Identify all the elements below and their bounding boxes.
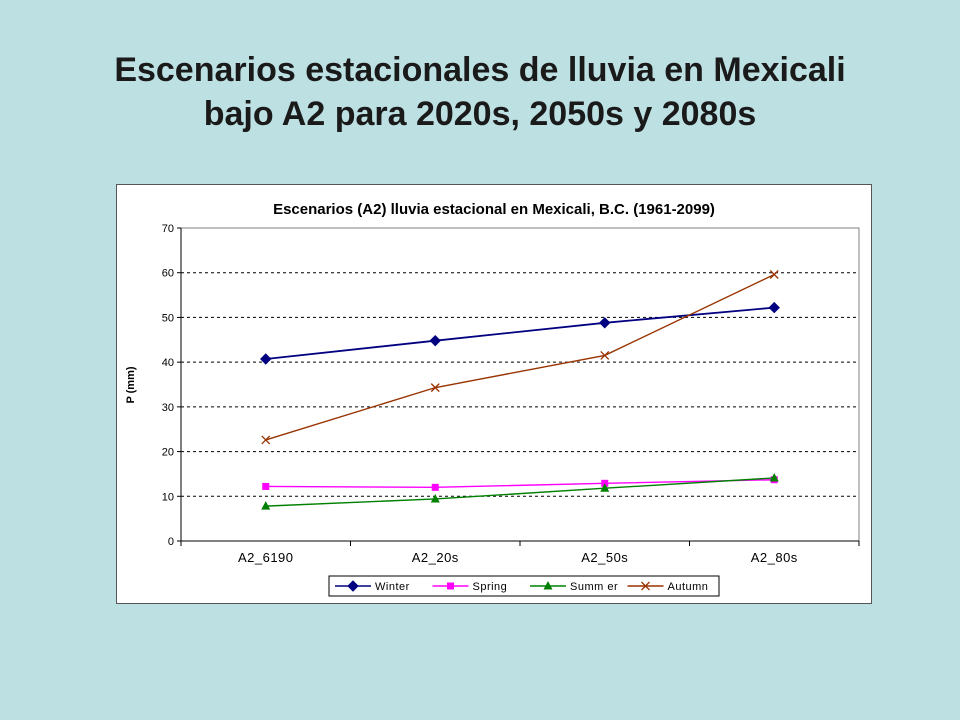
- legend-label-summer: Summ er: [570, 581, 618, 593]
- point-summer-A2_20s: [430, 493, 440, 503]
- x-tick-label-A2_20s: A2_20s: [412, 550, 459, 565]
- gridlines: [181, 272, 859, 497]
- point-winter-A2_50s: [599, 317, 611, 329]
- series: [260, 270, 780, 510]
- y-tick-label-20: 20: [162, 447, 174, 459]
- series-autumn: [261, 270, 779, 445]
- slide-title-line-1: Escenarios estacionales de lluvia en Mex…: [114, 51, 846, 89]
- series-line-summer: [265, 477, 775, 507]
- series-line-autumn: [265, 273, 775, 441]
- legend-label-autumn: Autumn: [668, 581, 709, 593]
- legend-box: [328, 575, 720, 597]
- slide-title-line-2: bajo A2 para 2020s, 2050s y 2080s: [203, 95, 757, 133]
- point-summer-A2_50s: [600, 483, 610, 492]
- point-winter-A2_6190: [260, 353, 272, 365]
- point-winter-A2_80s: [768, 301, 780, 314]
- point-winter-A2_20s: [429, 334, 441, 347]
- plot-area: [180, 227, 860, 542]
- x-tick-label-A2_50s: A2_50s: [581, 550, 628, 565]
- axes: 0 10 20 30 40 50 60 70 A2_6190 A2_20s A2_50s A2_80s: [162, 223, 860, 565]
- legend-marker-winter: [347, 580, 359, 592]
- legend-marker-spring: [447, 582, 454, 590]
- legend-label-winter: Winter: [375, 581, 410, 593]
- y-tick-label-40: 40: [162, 357, 174, 369]
- y-tick-label-10: 10: [162, 491, 174, 503]
- point-spring-A2_6190: [262, 482, 270, 490]
- y-tick-label-50: 50: [162, 312, 174, 324]
- y-tick-label-60: 60: [162, 268, 174, 280]
- legend-marker-summer: [543, 581, 553, 590]
- chart-title: Escenarios (A2) lluvia estacional en Mex…: [273, 201, 715, 218]
- legend-marker-autumn: [641, 581, 650, 591]
- series-summer: [261, 472, 779, 510]
- legend: Winter Spring Summ er Autumn: [328, 575, 720, 597]
- point-autumn-A2_20s: [430, 383, 440, 393]
- chart-frame: Escenarios (A2) lluvia estacional en Mex…: [116, 184, 872, 604]
- legend-label-spring: Spring: [473, 581, 508, 593]
- point-spring-A2_20s: [431, 483, 439, 491]
- y-tick-label-0: 0: [168, 536, 174, 548]
- y-tick-label-30: 30: [162, 402, 174, 414]
- point-autumn-A2_50s: [600, 350, 610, 360]
- point-autumn-A2_80s: [769, 270, 779, 279]
- point-summer-A2_80s: [769, 472, 779, 482]
- x-tick-label-A2_6190: A2_6190: [238, 550, 294, 565]
- point-summer-A2_6190: [261, 501, 271, 510]
- slide-title: Escenarios estacionales de lluvia en Mex…: [0, 48, 960, 136]
- y-tick-label-70: 70: [162, 223, 174, 235]
- series-line-spring: [265, 479, 775, 489]
- y-axis-label: P (mm): [125, 366, 137, 403]
- rainfall-line-chart: Escenarios (A2) lluvia estacional en Mex…: [125, 201, 860, 597]
- point-autumn-A2_6190: [261, 435, 271, 445]
- x-tick-label-A2_80s: A2_80s: [751, 550, 798, 565]
